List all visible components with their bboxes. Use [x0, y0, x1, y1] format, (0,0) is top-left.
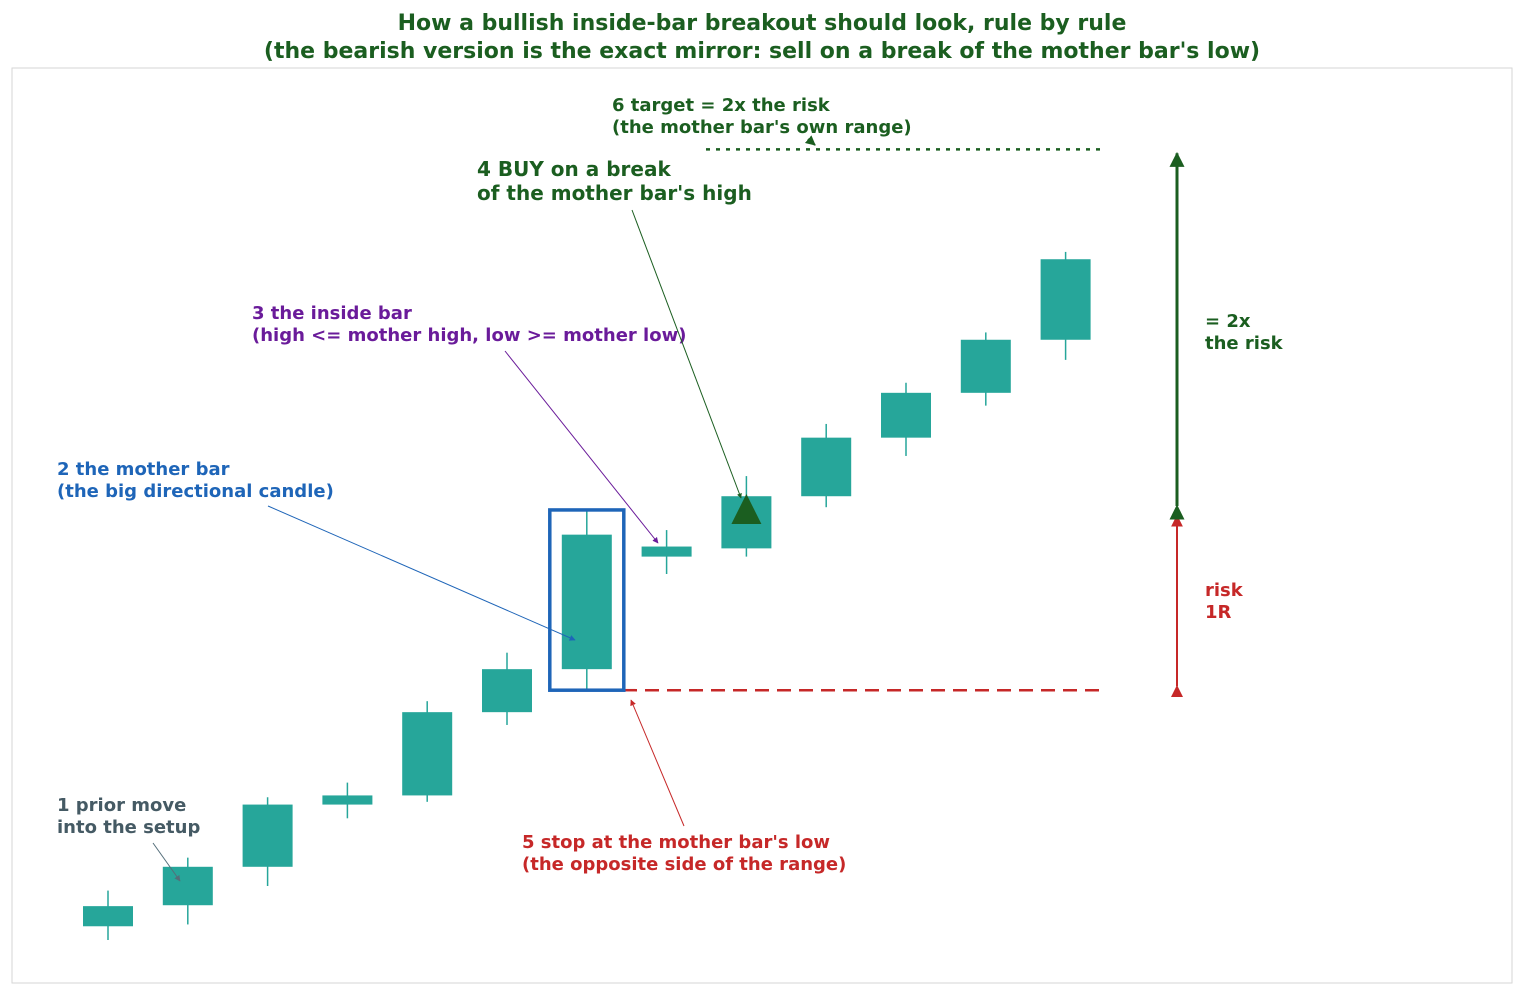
annotation-arrow: [152, 842, 181, 882]
annotation: 4 BUY on a break of the mother bar's high: [477, 157, 752, 205]
annotation: risk 1R: [1205, 580, 1244, 623]
annotation-arrow: [630, 699, 685, 827]
candle-body: [242, 804, 293, 867]
candle-body: [960, 339, 1011, 393]
candle-body: [402, 712, 453, 796]
candle-body: [322, 795, 373, 805]
annotation: 3 the inside bar (high <= mother high, lo…: [252, 303, 686, 346]
annotation: 6 target = 2x the risk (the mother bar's …: [612, 95, 912, 138]
candle-body: [1040, 259, 1091, 340]
annotation-arrow: [804, 135, 816, 146]
annotation: = 2x the risk: [1205, 311, 1284, 354]
buy-marker: [731, 493, 762, 524]
candle-body: [881, 392, 931, 438]
annotation: 1 prior move into the setup: [57, 795, 200, 838]
annotation-arrow: [267, 505, 576, 641]
candle-body: [83, 906, 133, 927]
candle-body: [641, 546, 692, 557]
annotation-arrow: [631, 209, 742, 499]
plot-frame: [11, 67, 1513, 984]
annotation: 2 the mother bar (the big directional can…: [57, 459, 334, 502]
annotation-arrow: [504, 350, 659, 544]
mother-bar-box: [548, 508, 626, 692]
chart-title: How a bullish inside-bar breakout should…: [398, 11, 1127, 36]
annotation: 5 stop at the mother bar's low (the oppos…: [522, 832, 846, 875]
candle-body: [561, 534, 612, 670]
chart-subtitle: (the bearish version is the exact mirror…: [264, 39, 1260, 64]
candle-body: [801, 437, 852, 497]
candle-body: [162, 866, 213, 906]
candle-body: [482, 669, 532, 713]
